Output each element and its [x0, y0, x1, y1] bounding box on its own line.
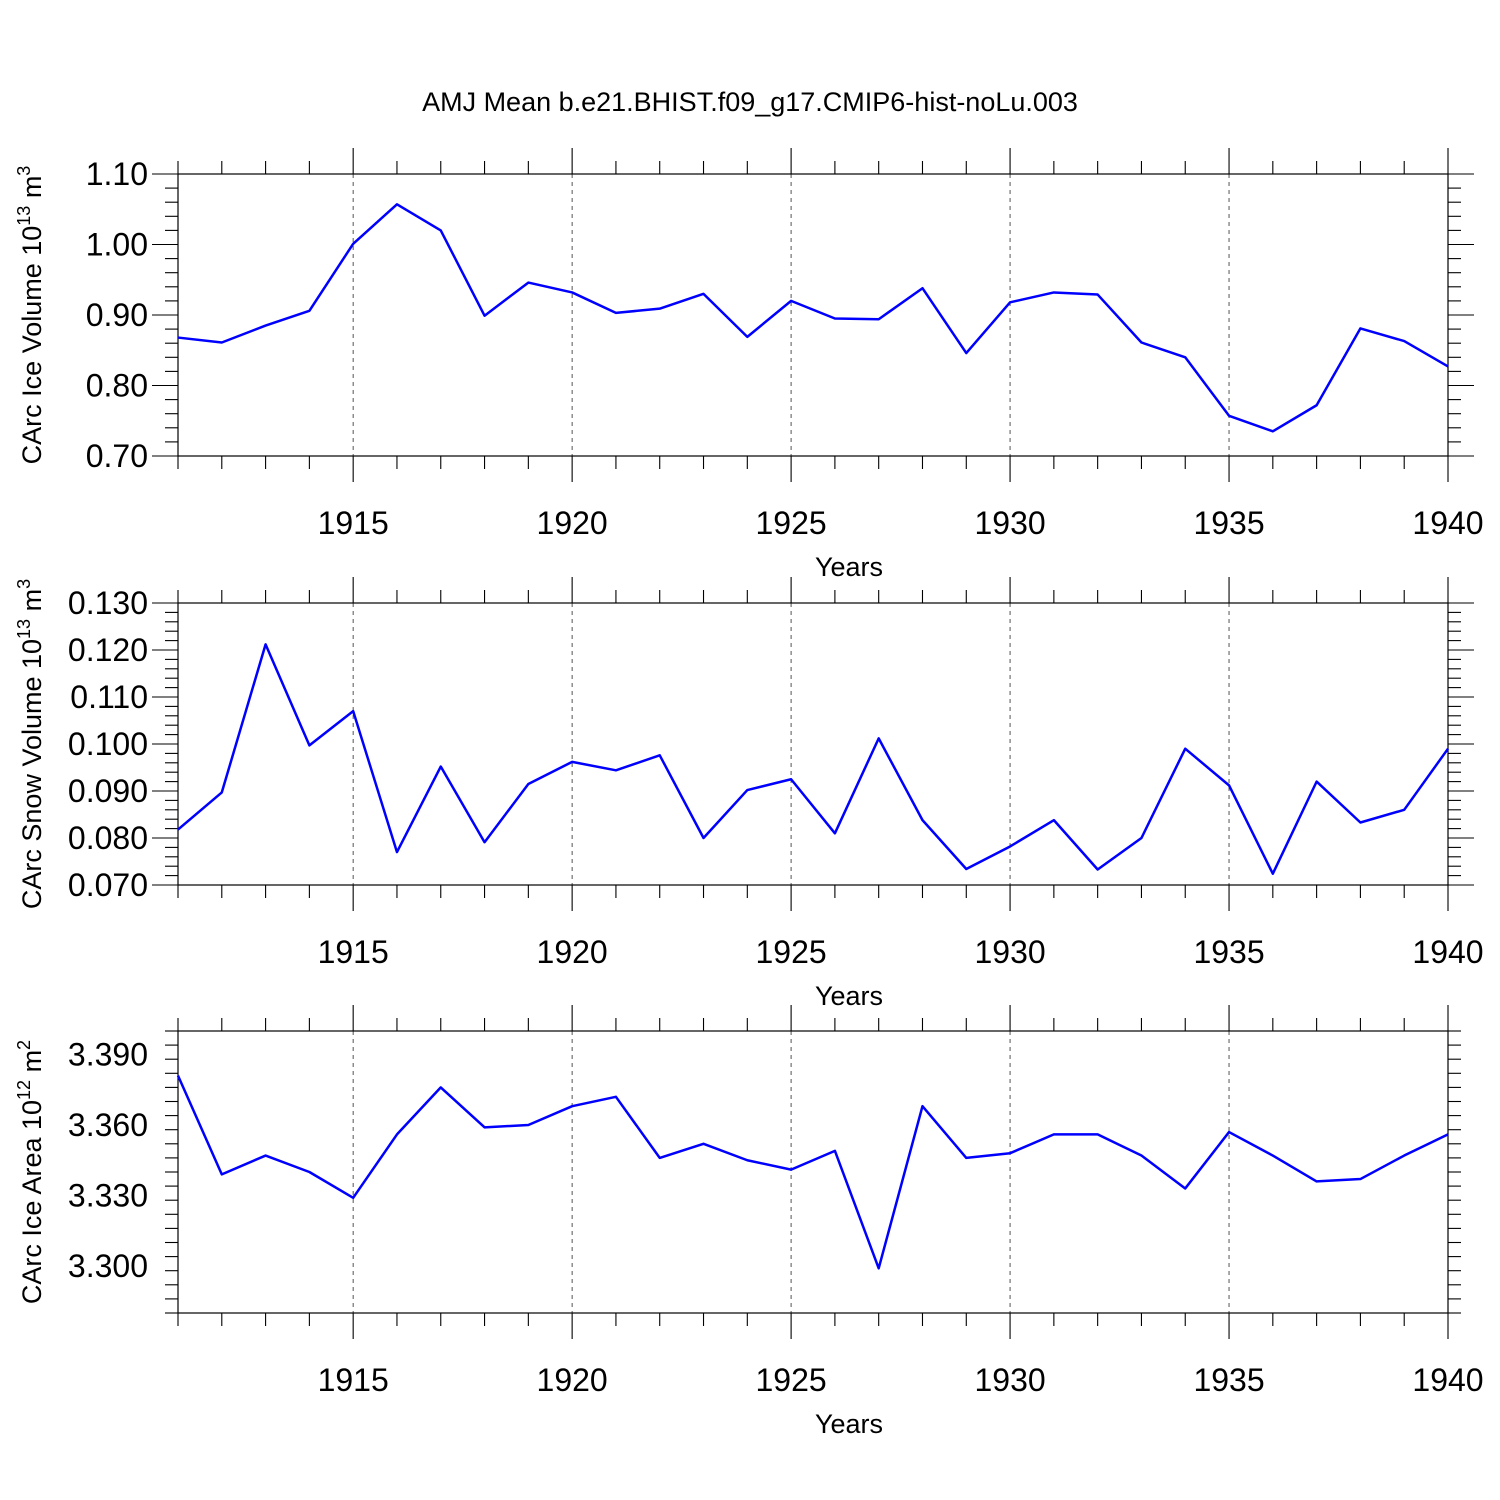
y-tick-label: 0.080: [68, 820, 148, 856]
x-tick-label: 1940: [1412, 934, 1483, 970]
y-tick-label: 0.090: [68, 773, 148, 809]
y-axis-title: CArc Ice Area 1012 m2: [14, 1040, 47, 1304]
plot-frame: [177, 1030, 1449, 1314]
panel-snow-volume: 1915 1920 1925 1930 1935 1940 0.070 0.080 0.090 0…: [14, 577, 1484, 1011]
y-tick-label: 1.00: [86, 227, 148, 263]
plot-frame: [177, 173, 1449, 457]
x-tick-label: 1920: [537, 934, 608, 970]
y-tick-label: 0.80: [86, 368, 148, 404]
x-tick-label: 1915: [318, 934, 389, 970]
x-tick-label: 1935: [1193, 505, 1264, 541]
y-tick-label: 0.90: [86, 297, 148, 333]
series-line-ice-area: [176, 1075, 1449, 1270]
x-tick-label: 1940: [1412, 505, 1483, 541]
series-line-ice-volume: [177, 203, 1449, 433]
x-tick-label: 1940: [1412, 1362, 1483, 1398]
x-tick-label: 1925: [756, 1362, 827, 1398]
x-tick-label: 1920: [537, 1362, 608, 1398]
x-tick-label: 1935: [1193, 1362, 1264, 1398]
y-tick-label: 0.70: [86, 438, 148, 474]
x-axis-title: Years: [815, 552, 883, 582]
x-tick-label: 1915: [318, 505, 389, 541]
x-tick-label: 1925: [756, 505, 827, 541]
x-tick-label: 1930: [974, 934, 1045, 970]
y-tick-label: 3.360: [68, 1107, 148, 1143]
x-tick-label: 1930: [974, 1362, 1045, 1398]
panel-ice-area: 1915 1920 1925 1930 1935 1940 3.300 3.330 3.360 3…: [14, 1005, 1484, 1439]
x-axis-title: Years: [815, 981, 883, 1011]
chart-title: AMJ Mean b.e21.BHIST.f09_g17.CMIP6-hist-…: [422, 87, 1078, 117]
y-tick-label: 0.070: [68, 867, 148, 903]
y-axis-title: CArc Ice Volume 1013 m3: [14, 166, 47, 465]
y-tick-label: 0.110: [70, 679, 148, 715]
x-tick-label: 1925: [756, 934, 827, 970]
y-tick-label: 3.390: [68, 1037, 148, 1073]
y-tick-label: 3.330: [68, 1178, 148, 1214]
panel-ice-volume: 1915 1920 1925 1930 1935 1940 0.70 0.80 0.90 1.00…: [14, 148, 1484, 582]
x-tick-label: 1930: [974, 505, 1045, 541]
series-line-snow-volume: [177, 643, 1450, 875]
y-tick-label: 1.10: [86, 156, 148, 192]
x-tick-label: 1915: [318, 1362, 389, 1398]
x-tick-label: 1920: [537, 505, 608, 541]
y-tick-label: 3.300: [68, 1248, 148, 1284]
y-tick-label: 0.100: [68, 726, 148, 762]
y-tick-label: 0.130: [68, 585, 148, 621]
y-axis-title: CArc Snow Volume 1013 m3: [14, 579, 47, 909]
y-tick-label: 0.120: [68, 632, 148, 668]
x-tick-label: 1935: [1193, 934, 1264, 970]
x-axis-title: Years: [815, 1409, 883, 1439]
